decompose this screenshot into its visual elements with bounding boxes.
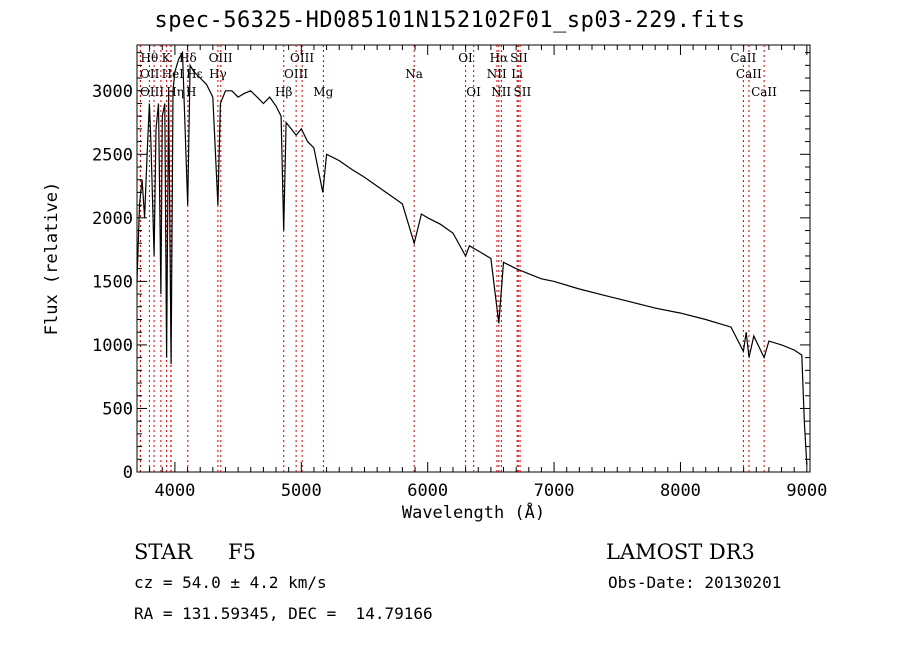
spectral-line-label: CaII [751, 85, 777, 99]
spectral-line-label: Hθ [141, 51, 159, 65]
obs-date-text: Obs-Date: 20130201 [608, 573, 782, 592]
spectral-line-label: SII [514, 85, 532, 99]
x-tick-label: 6000 [407, 481, 448, 501]
y-tick-label: 500 [102, 399, 133, 419]
y-tick-label: 0 [123, 463, 133, 483]
object-class: STAR [134, 540, 193, 564]
object-subclass: F5 [228, 540, 256, 564]
spectral-line-label: Hβ [275, 85, 292, 99]
spectral-line-label: Hη [166, 85, 184, 99]
y-axis-label: Flux (relative) [42, 182, 62, 336]
spectral-line-label: NII [487, 67, 507, 81]
spectral-line-label: OIII [284, 67, 308, 81]
x-tick-label: 4000 [154, 481, 195, 501]
spectral-line-label: OIII [209, 51, 233, 65]
spectral-line-label: NII [491, 85, 511, 99]
chart-title: spec-56325-HD085101N152102F01_sp03-229.f… [154, 8, 746, 33]
spectral-line-label: Li [511, 67, 523, 81]
spectral-line-label: CaII [736, 67, 762, 81]
x-tick-label: 9000 [786, 481, 827, 501]
y-tick-label: 1000 [92, 336, 133, 356]
spectral-line-label: Mg [313, 85, 333, 99]
y-tick-label: 2500 [92, 145, 133, 165]
x-tick-label: 5000 [281, 481, 322, 501]
y-tick-label: 1500 [92, 272, 133, 292]
spectral-line-label: HeI [162, 67, 185, 81]
spectral-line-label: SII [510, 51, 528, 65]
spectral-line-label: Na [405, 67, 423, 81]
spectral-line-label: OII [140, 67, 160, 81]
plot-frame [136, 44, 811, 473]
x-tick-label: 8000 [660, 481, 701, 501]
spectral-line-label: K [162, 51, 172, 65]
spectrum-flux-line [136, 50, 808, 465]
redshift-text: cz = 54.0 ± 4.2 km/s [134, 573, 327, 592]
spectral-line-label: OI [458, 51, 473, 65]
x-tick-label: 7000 [534, 481, 575, 501]
y-tick-label: 2000 [92, 209, 133, 229]
spectral-line-label: H [186, 85, 196, 99]
spectral-line-label: OIII [290, 51, 314, 65]
spectral-line-label: Hα [490, 51, 509, 65]
radec-text: RA = 131.59345, DEC = 14.79166 [134, 604, 433, 623]
spectral-line-label: Hγ [209, 67, 227, 81]
x-axis-label: Wavelength (Å) [402, 501, 545, 523]
survey-label: LAMOST DR3 [606, 540, 755, 564]
spectral-line-label: OI [466, 85, 481, 99]
spectral-line-label: Hδ [179, 51, 197, 65]
y-tick-label: 3000 [92, 82, 133, 102]
spectral-line-label: CaII [730, 51, 756, 65]
spectral-line-label: OIII [140, 85, 164, 99]
